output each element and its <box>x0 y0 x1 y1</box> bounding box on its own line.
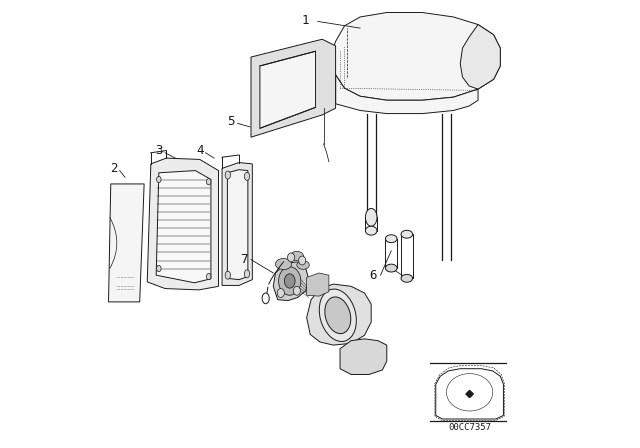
Ellipse shape <box>244 172 250 181</box>
Polygon shape <box>340 339 387 375</box>
Ellipse shape <box>365 208 377 226</box>
Ellipse shape <box>207 179 211 185</box>
Ellipse shape <box>157 177 161 183</box>
Polygon shape <box>222 163 252 285</box>
Polygon shape <box>156 171 211 283</box>
Polygon shape <box>329 13 500 100</box>
Polygon shape <box>260 51 316 128</box>
Ellipse shape <box>319 289 356 341</box>
Ellipse shape <box>207 273 211 280</box>
Ellipse shape <box>284 274 295 288</box>
Polygon shape <box>466 391 473 398</box>
Ellipse shape <box>262 293 269 304</box>
Ellipse shape <box>278 267 301 295</box>
Ellipse shape <box>277 289 284 297</box>
Text: 3: 3 <box>155 144 163 157</box>
Text: 2: 2 <box>111 162 118 175</box>
Text: 4: 4 <box>196 144 204 157</box>
Ellipse shape <box>290 251 303 261</box>
Text: 5: 5 <box>227 115 235 128</box>
Ellipse shape <box>293 286 300 295</box>
Ellipse shape <box>275 258 291 270</box>
Ellipse shape <box>157 265 161 271</box>
Ellipse shape <box>385 264 397 272</box>
Polygon shape <box>227 170 248 280</box>
Ellipse shape <box>225 271 230 279</box>
Ellipse shape <box>385 235 397 243</box>
Ellipse shape <box>401 274 413 282</box>
Polygon shape <box>147 158 218 290</box>
Ellipse shape <box>225 171 230 179</box>
Text: 6: 6 <box>370 269 377 282</box>
Ellipse shape <box>365 226 377 235</box>
Text: 1: 1 <box>302 13 310 26</box>
Polygon shape <box>335 75 478 114</box>
Ellipse shape <box>299 256 306 265</box>
Ellipse shape <box>401 230 413 238</box>
Ellipse shape <box>287 253 294 262</box>
Ellipse shape <box>244 270 250 278</box>
Polygon shape <box>329 61 335 104</box>
Polygon shape <box>307 273 329 296</box>
Polygon shape <box>273 262 309 301</box>
Polygon shape <box>251 39 335 137</box>
Ellipse shape <box>297 261 309 269</box>
Polygon shape <box>307 284 371 345</box>
Polygon shape <box>109 184 144 302</box>
Polygon shape <box>460 25 500 89</box>
Text: 7: 7 <box>241 253 248 266</box>
Ellipse shape <box>325 297 351 334</box>
Text: 00CC7357: 00CC7357 <box>448 423 491 432</box>
